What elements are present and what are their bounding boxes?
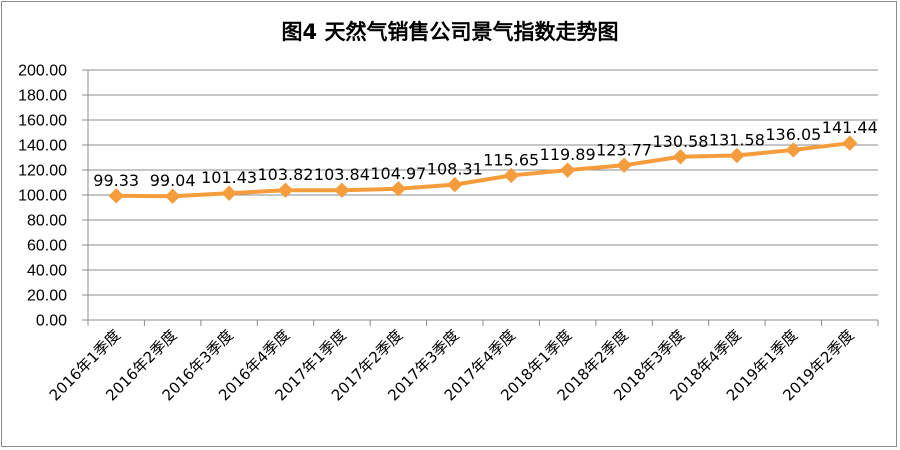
data-point-marker bbox=[447, 176, 463, 193]
data-label: 99.33 bbox=[93, 171, 139, 190]
data-label: 101.43 bbox=[201, 168, 257, 187]
data-label: 115.65 bbox=[483, 150, 539, 169]
y-tick-label: 0.00 bbox=[36, 313, 67, 330]
y-tick-label: 80.00 bbox=[27, 213, 67, 230]
y-tick-label: 100.00 bbox=[18, 188, 67, 205]
data-point-marker bbox=[221, 185, 237, 201]
data-point-marker bbox=[559, 162, 576, 178]
data-point-marker bbox=[277, 182, 294, 198]
data-point-marker bbox=[108, 188, 124, 204]
data-point-marker bbox=[334, 182, 350, 198]
data-point-marker bbox=[503, 167, 519, 184]
data-label: 130.58 bbox=[653, 132, 709, 151]
y-tick-label: 140.00 bbox=[18, 138, 67, 155]
data-point-marker bbox=[785, 142, 802, 158]
y-tick-label: 20.00 bbox=[27, 288, 67, 305]
y-tick-label: 160.00 bbox=[18, 113, 67, 130]
y-tick-label: 40.00 bbox=[27, 263, 67, 280]
data-label: 131.58 bbox=[709, 131, 765, 150]
data-label: 136.05 bbox=[765, 125, 821, 144]
data-label: 141.44 bbox=[822, 118, 878, 137]
data-label: 108.31 bbox=[427, 160, 483, 179]
chart-title: 图4 天然气销售公司景气指数走势图 bbox=[281, 20, 619, 44]
data-label: 123.77 bbox=[596, 140, 652, 159]
data-point-marker bbox=[729, 147, 745, 164]
data-label: 103.84 bbox=[314, 165, 370, 184]
data-point-marker bbox=[390, 181, 407, 197]
data-point-marker bbox=[616, 157, 632, 173]
y-tick-label: 200.00 bbox=[18, 63, 67, 80]
series-line bbox=[114, 141, 852, 199]
y-tick-label: 180.00 bbox=[18, 88, 67, 105]
data-label: 119.89 bbox=[540, 145, 596, 164]
y-tick-label: 120.00 bbox=[18, 163, 67, 180]
data-point-marker bbox=[672, 149, 689, 165]
data-label: 103.82 bbox=[258, 165, 314, 184]
data-label: 104.97 bbox=[370, 164, 426, 183]
y-tick-label: 60.00 bbox=[27, 238, 67, 255]
data-point-marker bbox=[164, 188, 181, 204]
data-label: 99.04 bbox=[150, 171, 196, 190]
data-point-marker bbox=[842, 135, 858, 151]
